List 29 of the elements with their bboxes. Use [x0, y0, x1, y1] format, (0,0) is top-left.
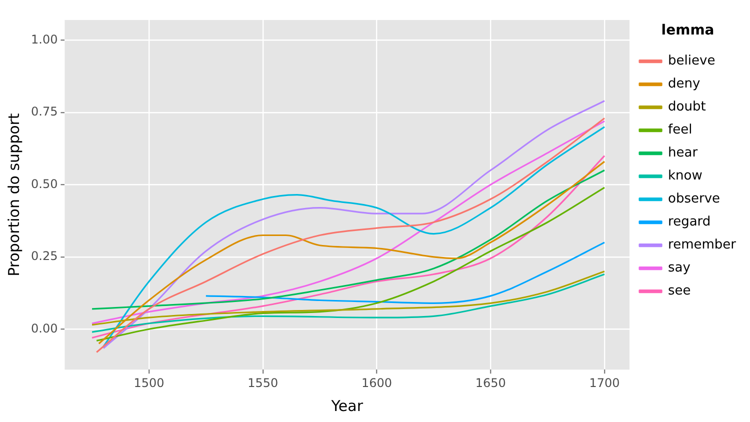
legend-label: see [668, 284, 691, 299]
legend-label: doubt [668, 100, 706, 115]
x-tick-label: 1700 [589, 376, 620, 390]
y-tick-label: 0.75 [31, 104, 58, 119]
y-tick-label: 0.00 [31, 321, 58, 336]
x-tick-label: 1500 [134, 376, 164, 390]
x-axis-title: Year [330, 396, 364, 415]
x-tick-label: 1550 [248, 376, 278, 390]
legend-label: know [668, 168, 703, 184]
legend-label: hear [668, 146, 698, 161]
y-tick-label: 1.00 [31, 32, 58, 46]
line-series [91, 273, 606, 333]
line-series [91, 169, 606, 310]
y-tick-label: 0.50 [31, 176, 58, 191]
legend-label: deny [668, 76, 701, 92]
legend-label: say [668, 260, 691, 276]
legend-label: observe [668, 192, 720, 207]
legend-title: lemma [661, 22, 714, 39]
line-series [96, 186, 606, 342]
legend-label: remember [668, 238, 737, 253]
x-tick-label: 1650 [475, 376, 506, 390]
y-axis-title: Proportion do support [4, 113, 23, 276]
y-tick-label: 0.25 [31, 249, 58, 264]
x-tick-label: 1600 [361, 376, 392, 390]
line-series [91, 270, 606, 326]
line-series [205, 242, 606, 304]
legend-label: regard [668, 214, 711, 230]
legend-label: feel [668, 122, 692, 138]
legend-label: believe [668, 54, 716, 69]
